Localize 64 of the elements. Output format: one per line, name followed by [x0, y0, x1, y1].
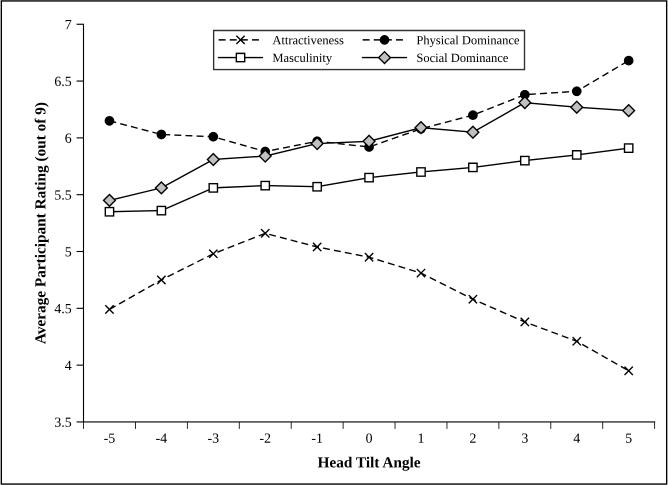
point: [624, 143, 634, 153]
x-tick-label: 5: [626, 434, 632, 443]
point: [310, 136, 324, 150]
x-axis-title: Head Tilt Angle: [318, 456, 420, 471]
x-tick-label: 0: [366, 433, 372, 443]
x-tick-label: 1: [418, 434, 424, 443]
point: [466, 126, 480, 139]
legend-label: Social Dominance: [417, 53, 508, 62]
point: [622, 104, 636, 118]
point: [208, 132, 218, 142]
point: [416, 268, 426, 278]
y-tick-label: 5: [66, 247, 72, 256]
point: [208, 183, 218, 193]
point: [260, 180, 270, 190]
point: [102, 194, 116, 207]
x-tick-label: 4: [574, 434, 580, 443]
legend-label: Masculinity: [272, 53, 332, 65]
x-tick-label: -4: [156, 434, 167, 443]
x-tick-label: -1: [312, 434, 322, 443]
point: [104, 304, 114, 314]
point: [208, 248, 218, 259]
legend-label: Physical Dominance: [416, 36, 520, 47]
point: [572, 150, 582, 160]
point: [414, 121, 428, 134]
y-tick-label: 4: [65, 360, 72, 370]
point: [468, 110, 478, 120]
point: [572, 86, 582, 96]
point: [206, 152, 220, 166]
point: [104, 206, 114, 217]
point: [468, 162, 478, 172]
x-tick-label: 2: [470, 434, 476, 443]
x-tick-label: 3: [522, 434, 528, 443]
y-tick-label: 5.5: [55, 190, 72, 200]
point: [572, 336, 582, 346]
point: [156, 275, 166, 285]
point: [570, 100, 584, 114]
point: [416, 167, 426, 177]
y-tick-label: 7: [66, 20, 72, 30]
point: [156, 206, 166, 216]
point: [468, 294, 478, 304]
point: [624, 56, 634, 66]
y-tick-label: 4.5: [54, 304, 72, 314]
point: [260, 228, 270, 238]
point: [520, 317, 530, 327]
x-tick-label: -5: [104, 434, 115, 443]
point: [518, 96, 532, 110]
y-tick-label: 6.5: [54, 76, 72, 86]
point: [362, 134, 376, 148]
x-tick-label: -2: [260, 434, 270, 443]
point: [154, 181, 168, 194]
point: [520, 156, 530, 166]
point: [258, 149, 272, 163]
point: [312, 182, 322, 192]
y-tick-label: 3.5: [54, 418, 72, 427]
legend-label: Attractiveness: [272, 36, 344, 44]
point: [364, 252, 374, 262]
y-axis-title: Average Participant Rating (out of 9): [34, 102, 49, 344]
point: [364, 172, 374, 183]
point: [104, 116, 114, 126]
point: [156, 130, 166, 140]
y-tick-label: 6: [65, 134, 72, 143]
point: [312, 242, 322, 252]
point: [624, 366, 634, 376]
x-tick-label: -3: [208, 434, 219, 443]
